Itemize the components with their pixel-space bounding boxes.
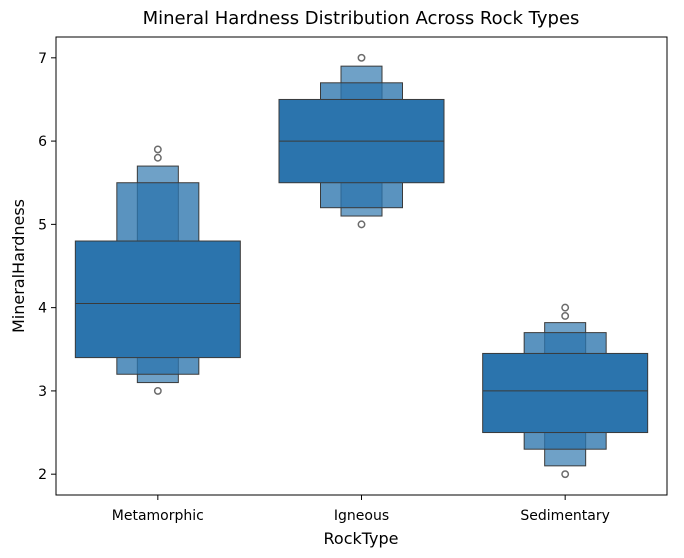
- x-tick-label: Sedimentary: [520, 508, 610, 524]
- boxen-level-1: [74, 240, 241, 359]
- outlier-point: [561, 470, 570, 479]
- outlier-point: [561, 303, 570, 312]
- x-tick-label: Igneous: [334, 508, 389, 524]
- y-tick-label: 5: [38, 217, 47, 233]
- boxen-group-igneous: [278, 65, 445, 217]
- outlier-point: [153, 153, 162, 162]
- y-tick-label: 4: [38, 301, 47, 317]
- chart-title: Mineral Hardness Distribution Across Roc…: [143, 8, 580, 29]
- outliers-layer: [153, 53, 570, 479]
- y-tick-label: 7: [38, 51, 47, 67]
- outlier-point: [153, 145, 162, 154]
- boxen-level-1: [482, 352, 649, 434]
- y-tick-label: 2: [38, 467, 47, 483]
- outlier-point: [357, 220, 366, 229]
- boxen-group-sedimentary: [482, 322, 649, 467]
- x-tick-label: Metamorphic: [112, 508, 204, 524]
- y-tick-label: 6: [38, 134, 47, 150]
- y-tick-label: 3: [38, 384, 47, 400]
- y-axis-label: MineralHardness: [9, 199, 28, 333]
- outlier-point: [357, 53, 366, 62]
- boxen-group-metamorphic: [74, 165, 241, 384]
- outlier-point: [153, 386, 162, 395]
- boxen-layer: [74, 65, 649, 467]
- outlier-point: [561, 312, 570, 320]
- y-axis: 2 3 4 5 6 7: [38, 51, 56, 483]
- x-axis: Metamorphic Igneous Sedimentary: [112, 495, 610, 524]
- x-axis-label: RockType: [324, 529, 399, 548]
